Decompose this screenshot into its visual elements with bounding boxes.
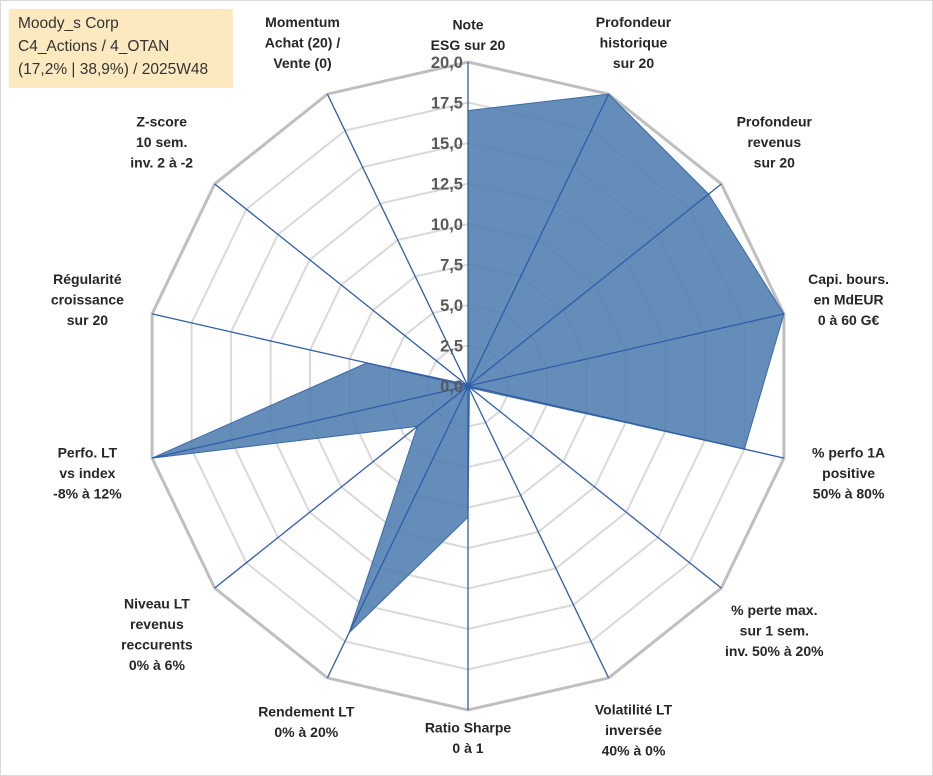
axis-label-4-line-2: 50% à 80% xyxy=(813,486,885,502)
axis-label-2-line-2: sur 20 xyxy=(754,154,795,170)
tick-label-2: 5,0 xyxy=(440,297,463,315)
info-company-name: Moody_s Corp xyxy=(18,15,119,32)
axis-spoke-3 xyxy=(467,313,785,387)
axis-label-3-line-2: 0 à 60 G€ xyxy=(818,312,880,328)
axis-label-9-line-2: reccurents xyxy=(121,636,193,652)
axis-spoke-9 xyxy=(214,385,469,589)
axis-label-8-line-1: 0% à 20% xyxy=(274,724,338,740)
axis-label-11-line-0: Régularité xyxy=(53,271,122,287)
info-box: Moody_s Corp C4_Actions / 4_OTAN (17,2% … xyxy=(9,9,233,88)
spoke-layer xyxy=(151,62,785,710)
axis-label-9: Niveau LT revenus reccurents 0% à 6% xyxy=(121,595,193,673)
axis-label-11-line-2: sur 20 xyxy=(67,312,108,328)
axis-spoke-8 xyxy=(326,385,469,679)
axis-label-2: Profondeur revenus sur 20 xyxy=(737,113,813,170)
axis-label-13-line-2: Vente (0) xyxy=(273,55,331,71)
axis-label-9-line-1: revenus xyxy=(130,616,184,632)
axis-label-1: Profondeur historique sur 20 xyxy=(596,14,672,71)
axis-label-9-line-3: 0% à 6% xyxy=(129,657,186,673)
axis-label-4: % perfo 1A positive 50% à 80% xyxy=(812,445,885,502)
axis-label-3: Capi. bours. en MdEUR 0 à 60 G€ xyxy=(808,271,889,328)
axis-label-10-line-2: -8% à 12% xyxy=(53,486,122,502)
axis-label-13: Momentum Achat (20) / Vente (0) xyxy=(265,14,341,71)
axis-label-10-line-1: vs index xyxy=(59,465,115,481)
axis-label-2-line-0: Profondeur xyxy=(737,113,813,129)
tick-label-0: 0,0 xyxy=(440,378,463,396)
axis-label-5-line-0: % perte max. xyxy=(731,602,817,618)
info-category: C4_Actions / 4_OTAN xyxy=(18,38,170,55)
label-layer: Note ESG sur 20 Profondeur historique sur 20… xyxy=(51,14,889,758)
axis-label-11: Régularité croissance sur 20 xyxy=(51,271,124,328)
tick-label-5: 12,5 xyxy=(431,176,463,194)
axis-label-1-line-2: sur 20 xyxy=(613,55,654,71)
axis-label-7-line-1: 0 à 1 xyxy=(452,740,483,756)
axis-spoke-12 xyxy=(214,183,469,387)
axis-label-7: Ratio Sharpe 0 à 1 xyxy=(425,719,512,756)
axis-label-10-line-0: Perfo. LT xyxy=(58,445,118,461)
axis-label-8-line-0: Rendement LT xyxy=(258,704,355,720)
axis-spoke-4 xyxy=(467,385,785,459)
axis-label-4-line-1: positive xyxy=(822,465,875,481)
tick-layer: 0,0 2,5 5,0 7,5 10,0 12,5 15,0 17,5 20,0 xyxy=(431,54,463,396)
axis-spoke-11 xyxy=(151,313,469,387)
axis-label-12-line-0: Z-score xyxy=(136,113,187,129)
axis-spoke-2 xyxy=(467,183,722,387)
axis-label-0: Note ESG sur 20 xyxy=(431,16,506,53)
tick-label-4: 10,0 xyxy=(431,216,463,234)
axis-label-2-line-1: revenus xyxy=(747,134,801,150)
tick-label-1: 2,5 xyxy=(440,338,463,356)
axis-label-3-line-1: en MdEUR xyxy=(814,291,884,307)
axis-spoke-6 xyxy=(467,385,610,679)
axis-label-12-line-1: 10 sem. xyxy=(136,134,187,150)
axis-label-5-line-2: inv. 50% à 20% xyxy=(725,643,824,659)
axis-label-1-line-0: Profondeur xyxy=(596,14,672,30)
axis-label-13-line-1: Achat (20) / xyxy=(265,35,341,51)
tick-label-7: 17,5 xyxy=(431,95,463,113)
axis-label-6-line-2: 40% à 0% xyxy=(602,742,666,758)
axis-label-1-line-1: historique xyxy=(600,35,668,51)
axis-label-9-line-0: Niveau LT xyxy=(124,595,190,611)
info-stats-period: (17,2% | 38,9%) / 2025W48 xyxy=(18,61,209,78)
axis-label-7-line-0: Ratio Sharpe xyxy=(425,719,512,735)
tick-label-3: 7,5 xyxy=(440,257,463,275)
axis-label-6-line-1: inversée xyxy=(605,722,662,738)
axis-label-6: Volatilité LT inversée 40% à 0% xyxy=(595,701,673,758)
axis-label-8: Rendement LT 0% à 20% xyxy=(258,704,355,741)
tick-label-8: 20,0 xyxy=(431,54,463,72)
axis-label-0-line-0: Note xyxy=(452,16,483,32)
axis-label-11-line-1: croissance xyxy=(51,291,124,307)
axis-label-4-line-0: % perfo 1A xyxy=(812,445,885,461)
axis-label-12-line-2: inv. 2 à -2 xyxy=(130,154,193,170)
axis-label-13-line-0: Momentum xyxy=(265,14,340,30)
axis-spoke-1 xyxy=(467,93,610,387)
axis-label-0-line-1: ESG sur 20 xyxy=(431,37,506,53)
axis-label-6-line-0: Volatilité LT xyxy=(595,701,673,717)
axis-label-3-line-0: Capi. bours. xyxy=(808,271,889,287)
axis-label-10: Perfo. LT vs index -8% à 12% xyxy=(53,445,122,502)
axis-label-5-line-1: sur 1 sem. xyxy=(740,622,809,638)
tick-label-6: 15,0 xyxy=(431,135,463,153)
axis-spoke-5 xyxy=(467,385,722,589)
axis-label-5: % perte max. sur 1 sem. inv. 50% à 20% xyxy=(725,602,824,659)
axis-label-12: Z-score 10 sem. inv. 2 à -2 xyxy=(130,113,193,170)
axis-spoke-10 xyxy=(151,385,469,459)
axis-spoke-13 xyxy=(326,93,469,387)
